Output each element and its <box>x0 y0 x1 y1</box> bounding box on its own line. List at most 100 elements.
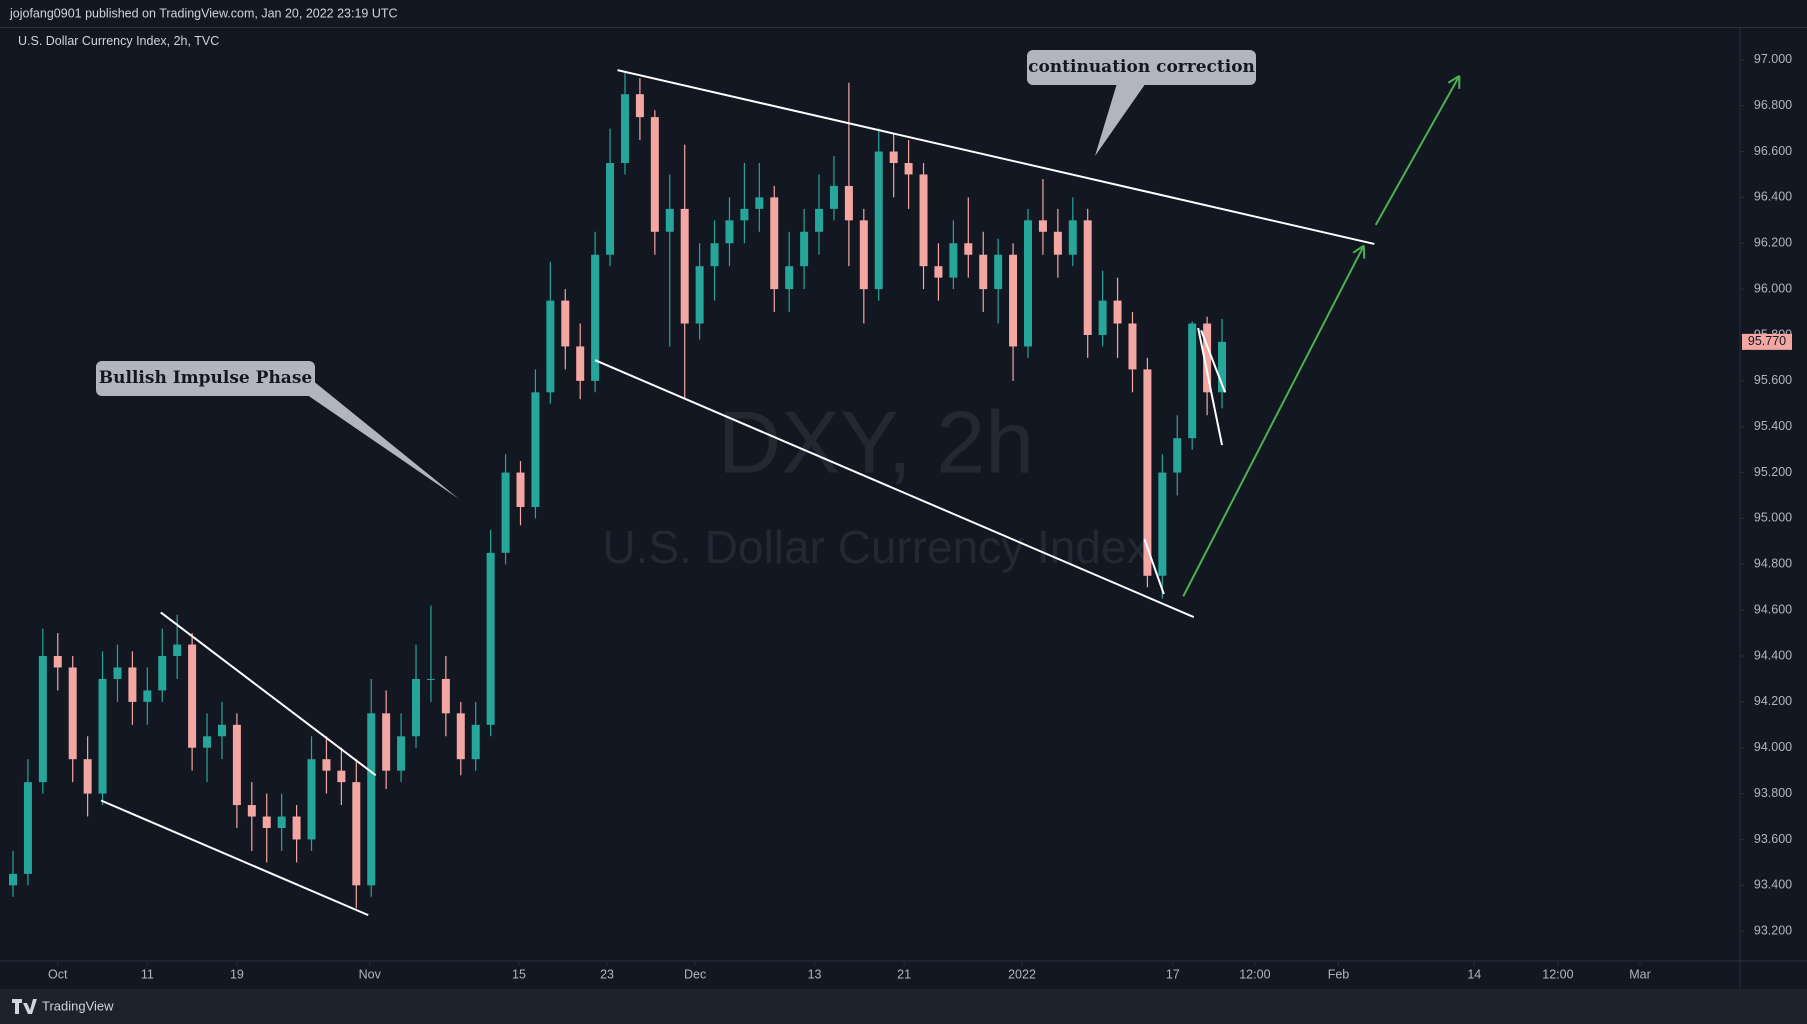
x-tick-label: 14 <box>1467 967 1481 981</box>
candle-body <box>740 208 749 221</box>
candle-body <box>262 816 271 828</box>
candle-body <box>23 782 32 874</box>
x-tick-label: Nov <box>359 967 382 981</box>
candle-body <box>1038 220 1047 232</box>
x-tick-label: Feb <box>1328 967 1350 981</box>
candle-body <box>1009 254 1018 347</box>
candle-body <box>456 713 465 760</box>
x-tick-label: 12:00 <box>1542 967 1573 981</box>
candle-body <box>1113 300 1122 324</box>
y-tick-label: 93.200 <box>1754 923 1792 937</box>
candle-body <box>83 759 92 794</box>
last-price-box <box>1742 333 1792 350</box>
x-tick-label: 21 <box>897 967 911 981</box>
callout-box <box>1027 50 1256 85</box>
candle-body <box>397 736 406 771</box>
trendline <box>594 359 1195 618</box>
trendline <box>1143 538 1165 595</box>
candle-body <box>486 552 495 725</box>
candle-body <box>561 300 570 347</box>
x-tick-label: 13 <box>808 967 822 981</box>
x-tick-label: 15 <box>512 967 526 981</box>
candle-body <box>979 254 988 290</box>
candle-body <box>695 266 704 324</box>
candle-body <box>322 759 331 771</box>
callout-continuation: continuation correction <box>1027 50 1256 156</box>
candle-body <box>680 208 689 324</box>
trendline <box>100 799 369 917</box>
candle-body <box>919 174 928 267</box>
candle-body <box>815 208 824 232</box>
candle-body <box>904 162 913 175</box>
footer-brand: TradingView <box>42 998 114 1013</box>
candle-body <box>1218 341 1227 393</box>
watermark-subtitle: U.S. Dollar Currency Index <box>602 521 1149 573</box>
candle-body <box>173 644 182 657</box>
candle-body <box>1158 472 1167 576</box>
candle-body <box>710 243 719 267</box>
candle-body <box>382 713 391 771</box>
y-tick-label: 95.400 <box>1754 419 1792 433</box>
x-tick-label: 12:00 <box>1239 967 1270 981</box>
candle-body <box>113 667 122 679</box>
trendline <box>160 611 377 777</box>
candle-body <box>277 816 286 828</box>
x-tick-label: 11 <box>141 967 154 981</box>
candle-body <box>800 231 809 267</box>
candle-body <box>964 243 973 255</box>
trendline <box>1200 330 1226 393</box>
callout-bullish: Bullish Impulse Phase <box>96 361 459 499</box>
publisher: jojofang0901 published on TradingView.co… <box>9 6 398 20</box>
y-tick-label: 97.000 <box>1754 52 1792 66</box>
y-tick-label: 96.600 <box>1754 144 1792 158</box>
footer <box>0 989 1807 1024</box>
candle-body <box>591 254 600 381</box>
candle-body <box>1068 220 1077 255</box>
candle-body <box>606 162 615 255</box>
candle-body <box>516 472 525 507</box>
arrow <box>1374 75 1461 226</box>
callout-box <box>96 361 315 396</box>
x-tick-label: Dec <box>684 967 706 981</box>
candle-body <box>8 873 17 886</box>
candle-body <box>665 208 674 232</box>
arrow <box>1182 245 1365 597</box>
trendline <box>617 69 1375 245</box>
y-tick-label: 94.400 <box>1754 648 1792 662</box>
candle-body <box>576 346 585 381</box>
candle-body <box>785 266 794 290</box>
candle-body <box>38 656 47 783</box>
candle-body <box>1024 220 1033 347</box>
x-tick-label: Mar <box>1629 967 1651 981</box>
candle-body <box>352 782 361 886</box>
candle-body <box>635 94 644 118</box>
candle-body <box>471 724 480 760</box>
arrow-head <box>1352 244 1366 259</box>
candle-body <box>1128 323 1137 370</box>
x-tick-label: 17 <box>1166 967 1180 981</box>
candle-body <box>650 117 659 232</box>
candle-body <box>68 667 77 760</box>
candle-body <box>546 300 555 393</box>
last-price-label: 95.770 <box>1748 334 1786 348</box>
candle-body <box>232 724 241 806</box>
watermark: DXY, 2h <box>718 392 1034 491</box>
y-tick-label: 94.600 <box>1754 602 1792 616</box>
candle-body <box>412 678 421 737</box>
callout-text: Bullish Impulse Phase <box>99 368 313 388</box>
x-tick-label: 19 <box>230 967 244 981</box>
candle-body <box>337 770 346 783</box>
logo <box>12 999 37 1014</box>
candle-body <box>441 678 450 714</box>
candle-body <box>367 713 376 886</box>
candle-body <box>143 690 152 702</box>
candle-body <box>426 678 435 680</box>
candle-body <box>188 644 197 748</box>
candle-body <box>247 805 256 817</box>
candle-body <box>725 220 734 244</box>
arrow-head <box>1447 75 1461 89</box>
candle-body <box>307 759 316 840</box>
y-tick-label: 96.000 <box>1754 281 1792 295</box>
